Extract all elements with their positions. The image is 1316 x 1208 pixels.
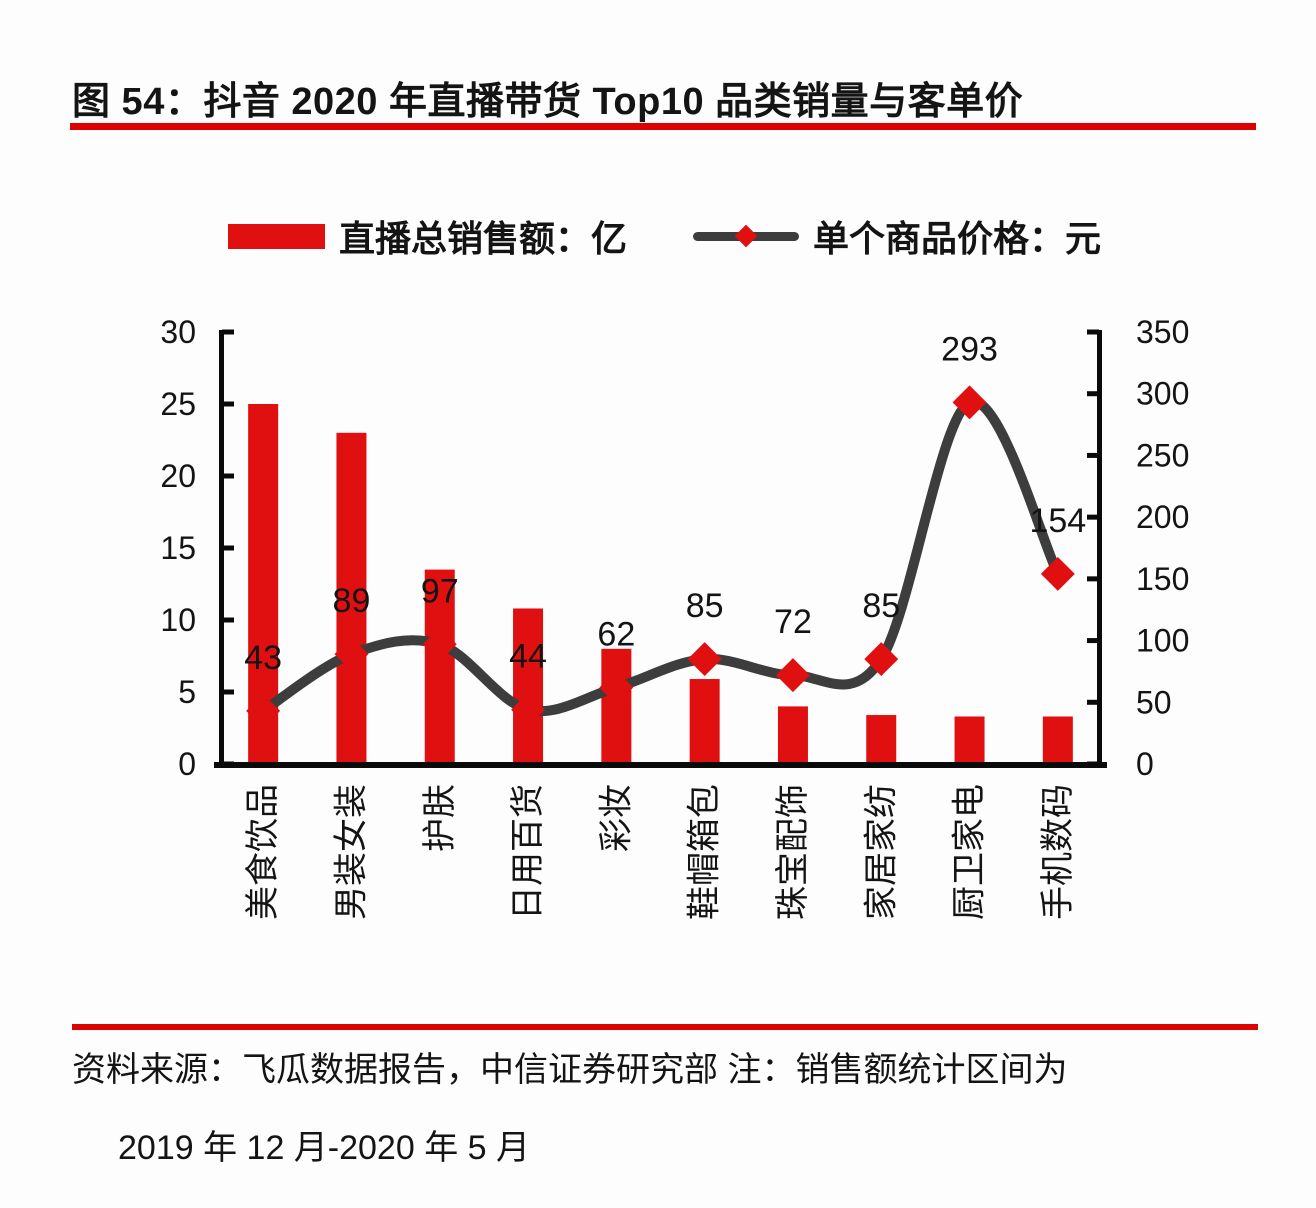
bar-彩妆 <box>601 648 632 764</box>
right-axis-tick-4 <box>1087 514 1099 520</box>
right-axis-tick-5 <box>1087 452 1099 458</box>
value-label-3: 44 <box>509 638 547 676</box>
left-tick-label-4: 20 <box>160 458 196 494</box>
right-tick-label-0: 0 <box>1136 746 1154 782</box>
category-label-鞋帽箱包: 鞋帽箱包 <box>686 784 724 920</box>
bar-鞋帽箱包 <box>689 679 720 764</box>
chart-legend: 直播总销售额：亿 单个商品价格：元 <box>228 210 1101 262</box>
right-tick-label-7: 350 <box>1136 314 1189 350</box>
right-tick-label-2: 100 <box>1136 623 1189 659</box>
right-tick-label-3: 150 <box>1136 561 1189 597</box>
bottom-axis-line <box>214 762 1107 768</box>
legend-label-price: 单个商品价格：元 <box>813 218 1102 259</box>
category-label-珠宝配饰: 珠宝配饰 <box>774 784 812 920</box>
category-label-手机数码: 手机数码 <box>1039 784 1077 920</box>
category-label-日用百货: 日用百货 <box>509 784 547 920</box>
source-note-line1: 资料来源：飞瓜数据报告，中信证券研究部 注：销售额统计区间为 <box>72 1051 1068 1089</box>
line-marker-1 <box>334 637 369 672</box>
left-tick-label-1: 5 <box>178 674 196 710</box>
line-marker-9 <box>1040 556 1075 591</box>
left-axis-tick-2 <box>222 617 234 623</box>
category-label-男装女装: 男装女装 <box>332 784 370 920</box>
bar-家居家纺 <box>866 715 897 764</box>
right-axis-tick-2 <box>1087 638 1099 644</box>
value-label-2: 97 <box>421 572 459 610</box>
line-marker-5 <box>687 642 722 677</box>
value-label-9: 154 <box>1029 502 1086 540</box>
legend-line-swatch-icon <box>693 224 800 247</box>
bar-手机数码 <box>1042 716 1073 764</box>
right-axis-line <box>1097 330 1102 766</box>
line-marker-8 <box>952 385 987 420</box>
footer-divider <box>72 1024 1258 1030</box>
left-tick-label-0: 0 <box>178 746 196 782</box>
category-label-厨卫家电: 厨卫家电 <box>951 784 989 920</box>
bar-护肤 <box>424 569 455 764</box>
bar-厨卫家电 <box>954 716 985 764</box>
legend-item-price: 单个商品价格：元 <box>693 210 1101 262</box>
legend-bar-swatch-icon <box>228 223 325 249</box>
legend-label-sales: 直播总销售额：亿 <box>339 218 628 259</box>
line-marker-4 <box>599 670 634 705</box>
bar-男装女装 <box>336 432 367 764</box>
right-tick-label-6: 300 <box>1136 376 1189 412</box>
value-label-0: 43 <box>244 639 282 677</box>
line-marker-7 <box>864 642 899 677</box>
category-label-护肤: 护肤 <box>421 784 459 852</box>
line-marker-2 <box>422 627 457 662</box>
right-axis-tick-1 <box>1087 699 1099 705</box>
left-axis-tick-6 <box>222 329 234 335</box>
value-label-8: 293 <box>941 330 998 368</box>
category-label-彩妆: 彩妆 <box>597 784 635 852</box>
left-axis-line <box>219 330 224 766</box>
title-underline <box>70 123 1256 130</box>
value-label-5: 85 <box>686 587 724 625</box>
value-label-6: 72 <box>774 603 812 641</box>
price-line <box>258 396 1063 717</box>
right-tick-label-4: 200 <box>1136 499 1189 535</box>
right-axis-tick-7 <box>1087 329 1099 335</box>
left-axis-tick-3 <box>222 545 234 551</box>
value-label-4: 62 <box>597 615 635 653</box>
line-marker-0 <box>246 693 281 728</box>
right-tick-label-5: 250 <box>1136 437 1189 473</box>
legend-item-sales: 直播总销售额：亿 <box>228 210 627 262</box>
line-marker-6 <box>775 658 810 693</box>
right-tick-label-1: 50 <box>1136 684 1172 720</box>
figure-title: 图 54：抖音 2020 年直播带货 Top10 品类销量与客单价 <box>72 81 1024 123</box>
source-note-line2: 2019 年 12 月-2020 年 5 月 <box>118 1129 531 1167</box>
value-label-1: 89 <box>333 582 371 620</box>
left-axis-tick-4 <box>222 473 234 479</box>
left-axis-tick-1 <box>222 689 234 695</box>
left-tick-label-6: 30 <box>160 314 196 350</box>
line-marker-3 <box>511 692 546 727</box>
category-label-家居家纺: 家居家纺 <box>862 784 900 920</box>
bar-珠宝配饰 <box>777 706 808 764</box>
category-label-美食饮品: 美食饮品 <box>244 784 282 920</box>
value-label-7: 85 <box>862 587 900 625</box>
left-axis-tick-5 <box>222 401 234 407</box>
right-axis-tick-6 <box>1087 391 1099 397</box>
right-axis-tick-3 <box>1087 576 1099 582</box>
left-tick-label-3: 15 <box>160 530 196 566</box>
left-tick-label-2: 10 <box>160 602 196 638</box>
bar-日用百货 <box>513 608 544 764</box>
left-tick-label-5: 25 <box>160 386 196 422</box>
